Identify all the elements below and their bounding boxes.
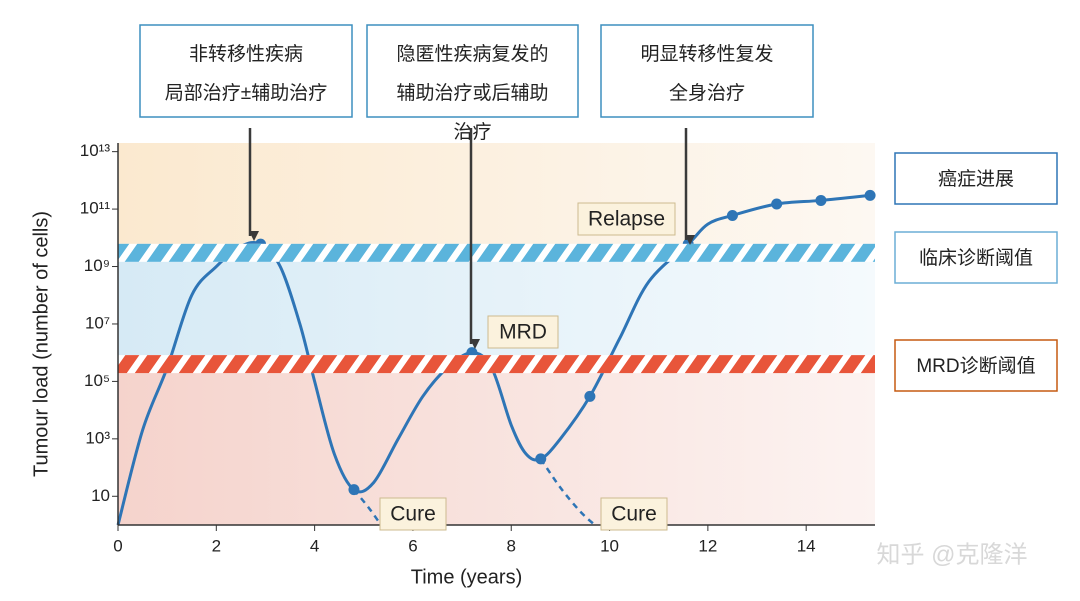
callout-text: 明显转移性复发	[640, 43, 773, 65]
callout-box	[366, 24, 579, 118]
background	[118, 143, 875, 525]
side-label: MRD诊断阈值	[916, 355, 1035, 377]
y-tick-label: 10⁷	[85, 313, 110, 332]
y-tick-label: 10	[91, 486, 110, 505]
callout-box	[600, 24, 814, 118]
callout-text: 全身治疗	[669, 82, 745, 104]
x-tick-label: 4	[310, 536, 319, 555]
side-label-box	[894, 339, 1058, 392]
y-tick-label: 10⁹	[84, 256, 110, 275]
annotation: Cure	[390, 503, 436, 526]
callout-box	[139, 24, 353, 118]
dashed-line	[539, 458, 596, 526]
annotation: MRD	[499, 321, 547, 344]
x-tick-label: 10	[600, 536, 619, 555]
y-tick-label: 10⁵	[84, 371, 110, 390]
y-tick-label: 10³	[85, 428, 110, 447]
x-tick-label: 8	[507, 536, 516, 555]
x-tick-label: 14	[797, 536, 816, 555]
side-label: 癌症进展	[938, 168, 1014, 190]
callout-text: 治疗	[453, 121, 491, 143]
callout-text: 辅助治疗或后辅助	[396, 82, 548, 104]
x-axis-label: Time (years)	[411, 566, 522, 588]
annotation-box	[600, 497, 668, 531]
annotation: Cure	[611, 503, 657, 526]
data-point	[771, 198, 783, 210]
callout-text: 局部治疗±辅助治疗	[165, 82, 327, 104]
watermark: 知乎 @克隆洋	[876, 541, 1027, 568]
x-tick-label: 12	[698, 536, 717, 555]
zone	[118, 364, 875, 525]
annotation: Relapse	[588, 208, 665, 231]
data-point	[348, 484, 360, 496]
x-tick-label: 0	[113, 536, 122, 555]
data-point	[535, 453, 547, 465]
data-point	[726, 209, 738, 221]
annotation-box	[487, 315, 559, 349]
threshold-band	[118, 355, 875, 374]
data-point	[864, 189, 876, 201]
callout-text: 非转移性疾病	[189, 43, 303, 65]
annotation-box	[577, 202, 676, 236]
y-tick-label: 10¹¹	[80, 199, 111, 218]
annotation-box	[379, 497, 447, 531]
x-tick-label: 6	[408, 536, 417, 555]
data-point	[815, 194, 827, 206]
x-tick-label: 2	[212, 536, 221, 555]
y-axis-label: Tumour load (number of cells)	[30, 211, 52, 477]
y-tick-label: 10¹³	[80, 141, 111, 160]
data-point	[584, 390, 596, 402]
zone	[118, 143, 875, 253]
threshold-band	[118, 243, 875, 262]
side-label-box	[894, 231, 1058, 284]
callout-text: 隐匿性疾病复发的	[396, 43, 548, 65]
side-label: 临床诊断阈值	[919, 247, 1033, 269]
side-label-box	[894, 152, 1058, 205]
